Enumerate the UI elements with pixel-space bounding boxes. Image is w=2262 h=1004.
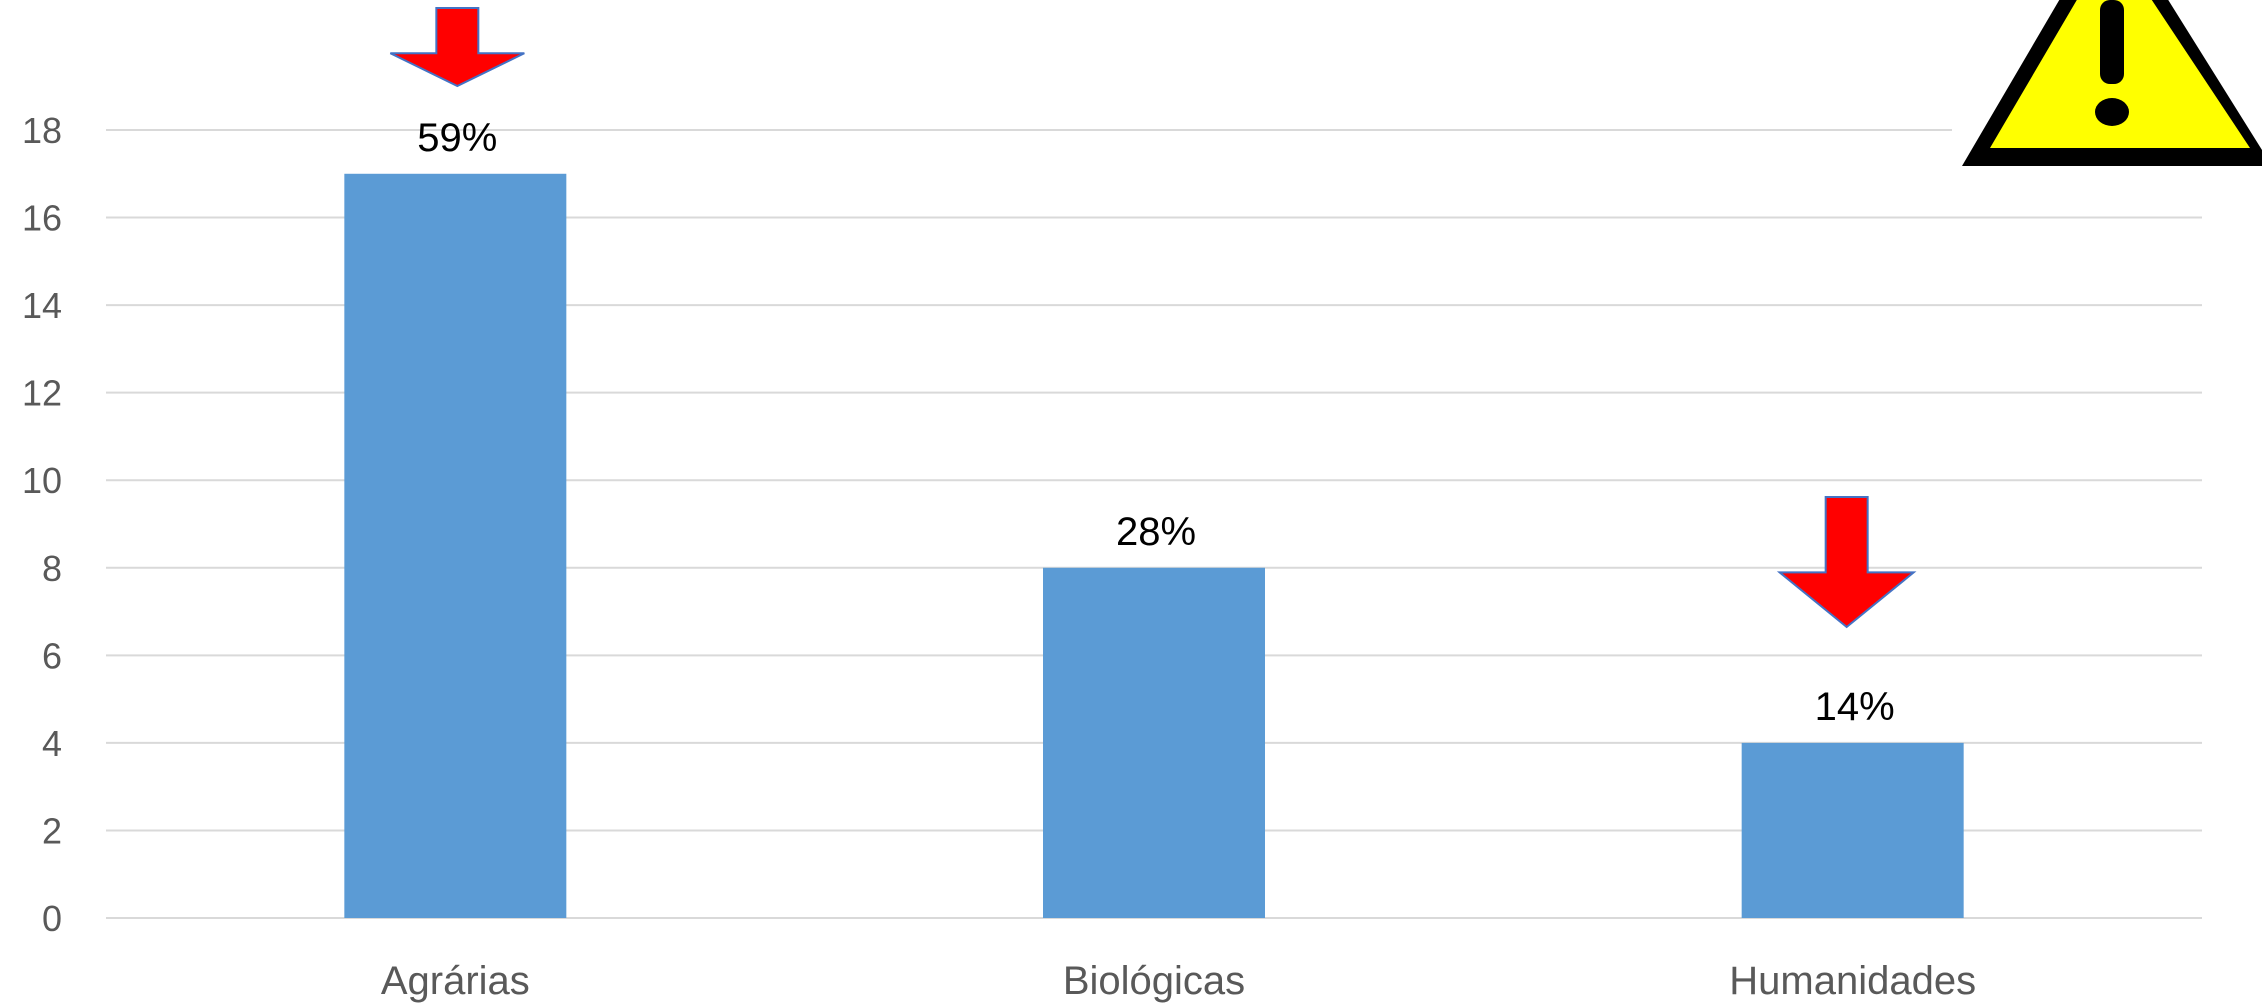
bar-biológicas bbox=[1043, 567, 1265, 918]
y-tick-label-18: 18 bbox=[22, 110, 62, 151]
annotations bbox=[389, 0, 2262, 629]
exclamation-dot bbox=[2095, 98, 2129, 126]
bar-humanidades bbox=[1741, 742, 1964, 918]
y-tick-label-14: 14 bbox=[22, 285, 62, 326]
x-axis-category-labels: Agrárias Biológicas Humanidades bbox=[381, 959, 1976, 1003]
y-tick-label-0: 0 bbox=[42, 898, 62, 939]
bars bbox=[344, 173, 1964, 918]
bar-agrárias bbox=[344, 173, 567, 918]
y-tick-label-12: 12 bbox=[22, 373, 62, 414]
category-label-agrárias: Agrárias bbox=[381, 959, 530, 1003]
data-label-agrárias: 59% bbox=[417, 116, 497, 160]
warning-triangle-icon bbox=[1962, 0, 2262, 166]
category-label-humanidades: Humanidades bbox=[1729, 959, 1976, 1003]
data-label-humanidades: 14% bbox=[1815, 685, 1895, 729]
y-tick-label-8: 8 bbox=[42, 548, 62, 589]
y-tick-label-4: 4 bbox=[42, 723, 62, 764]
data-labels: 59% 28% 14% bbox=[417, 116, 1894, 729]
y-tick-label-2: 2 bbox=[42, 810, 62, 851]
category-label-biológicas: Biológicas bbox=[1063, 959, 1245, 1003]
y-axis-tick-labels: 0 2 4 6 8 10 12 14 16 18 bbox=[22, 110, 62, 939]
y-tick-label-10: 10 bbox=[22, 460, 62, 501]
data-label-biológicas: 28% bbox=[1116, 510, 1196, 554]
down-arrow-icon-agrarias bbox=[389, 7, 525, 88]
y-tick-label-6: 6 bbox=[42, 635, 62, 676]
exclamation-bar bbox=[2100, 0, 2124, 84]
y-tick-label-16: 16 bbox=[22, 198, 62, 239]
down-arrow-icon-humanidades bbox=[1776, 496, 1917, 629]
